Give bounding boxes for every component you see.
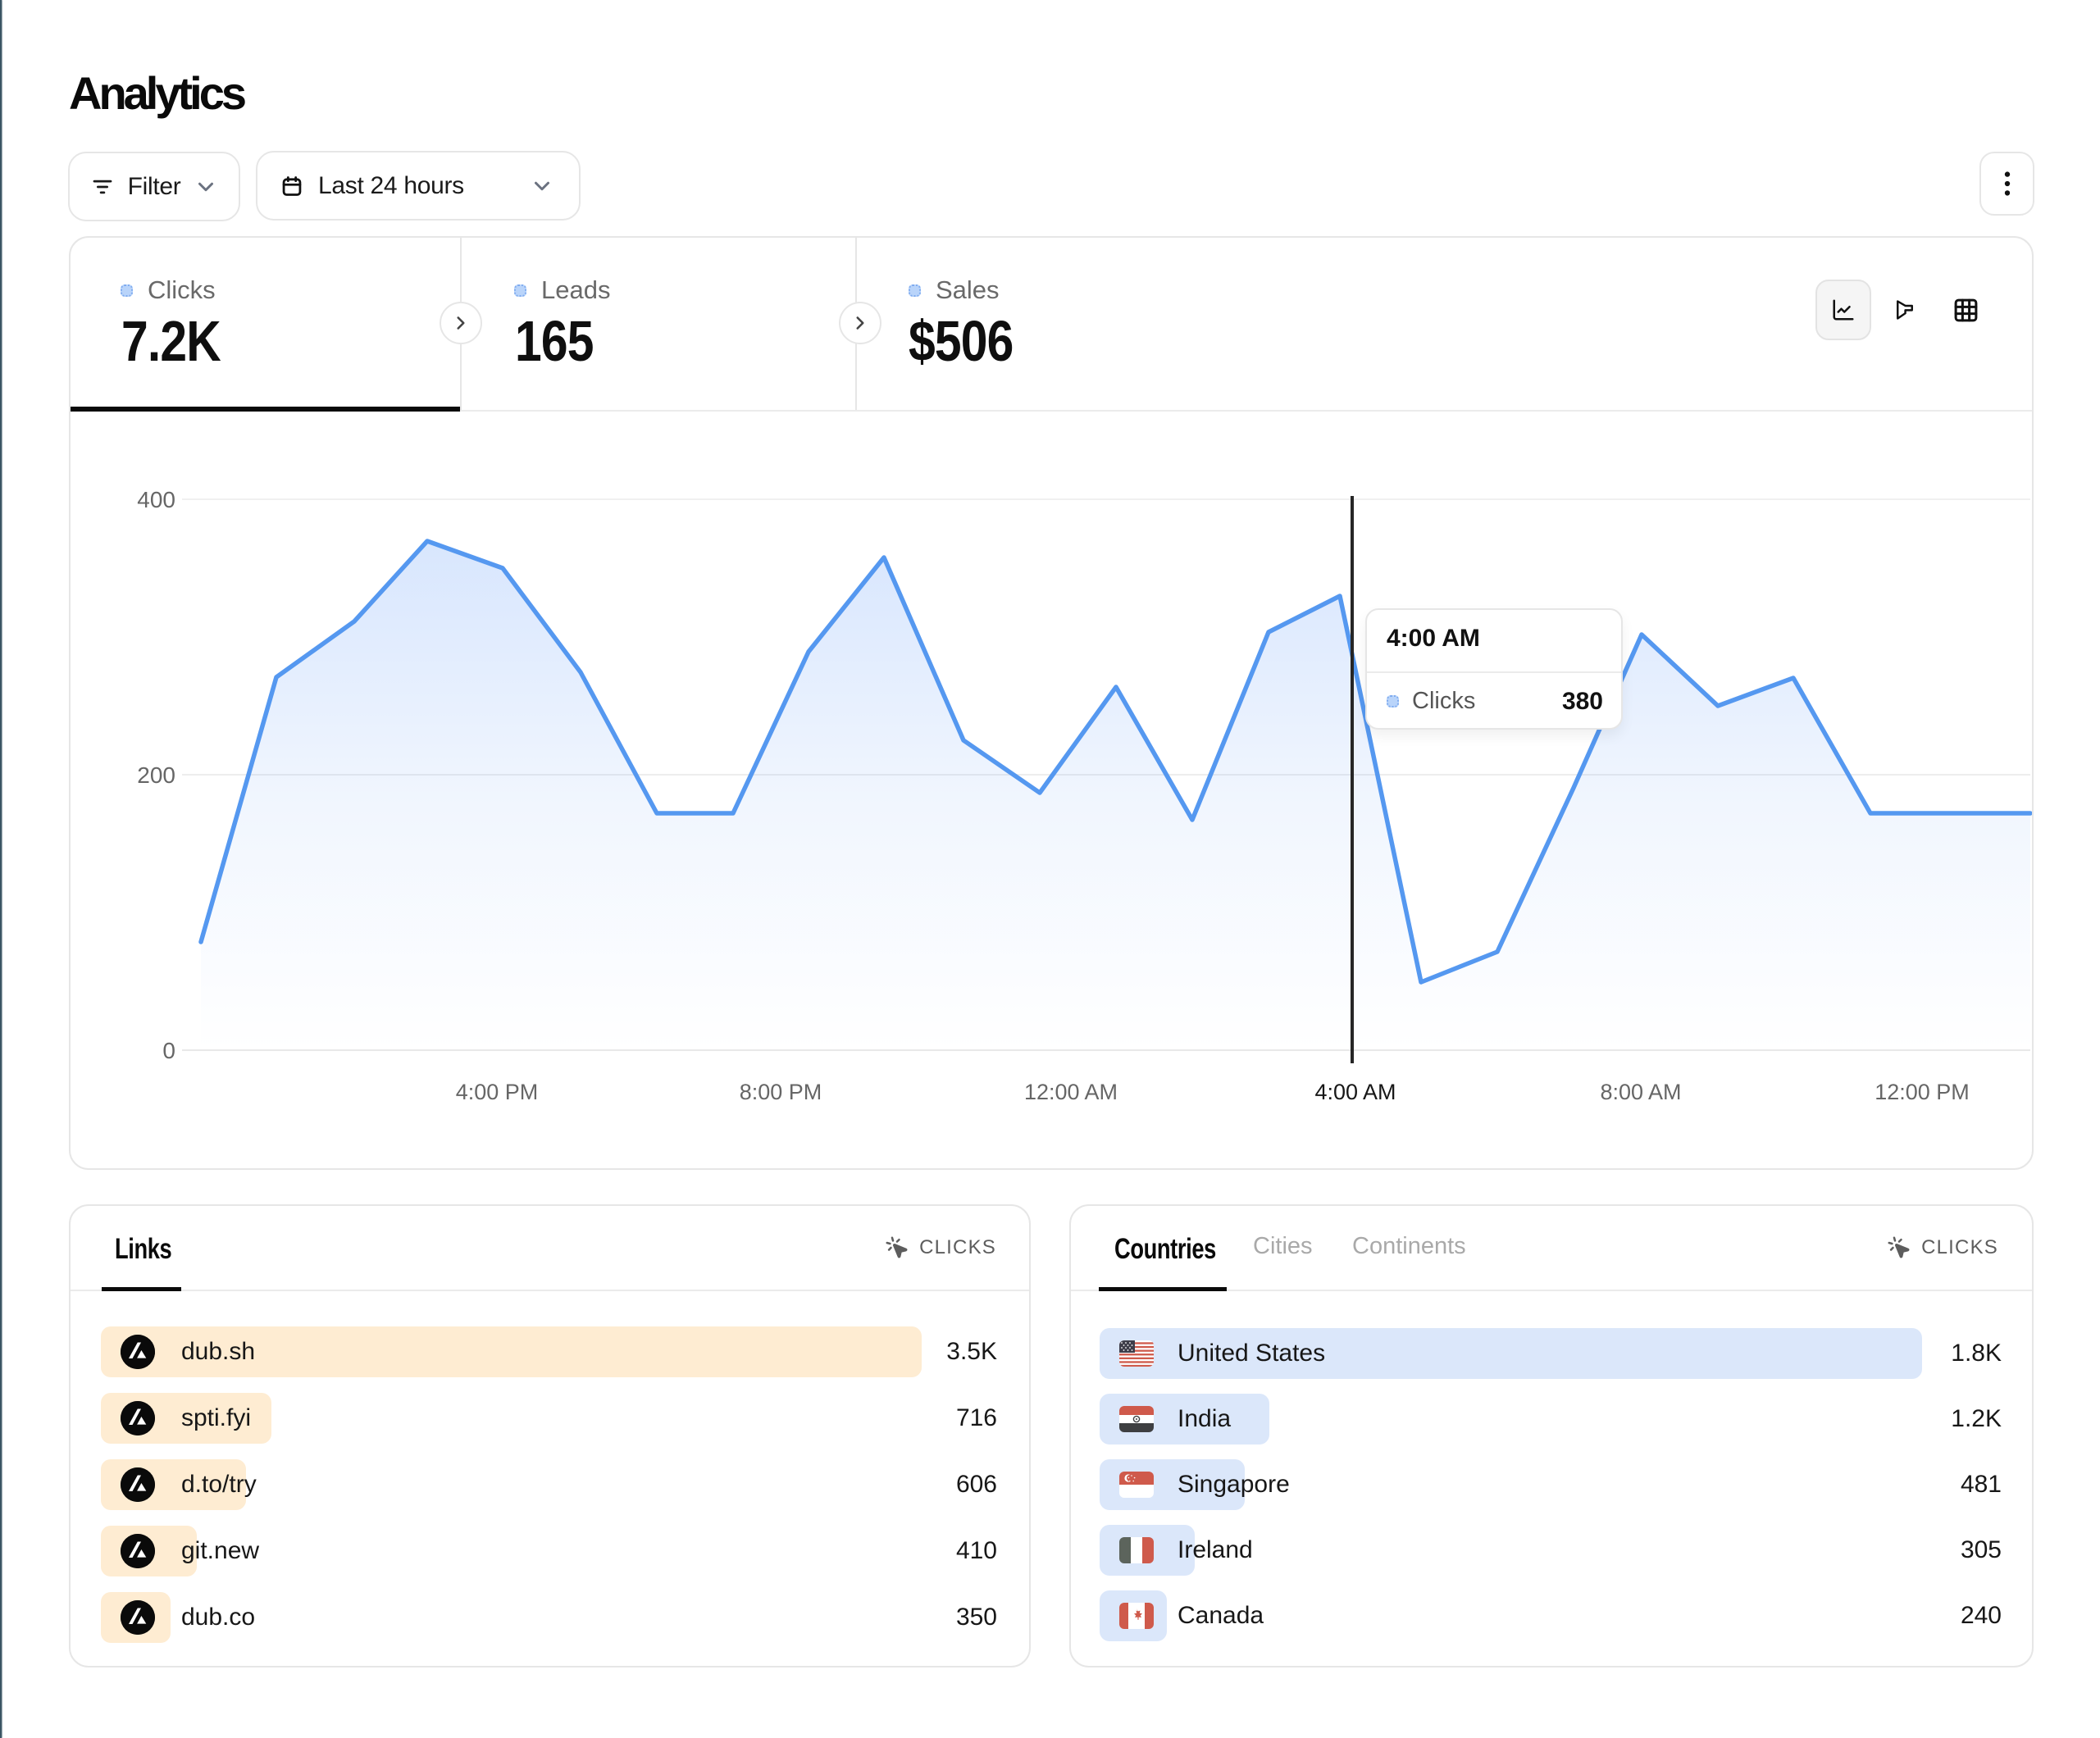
svg-text:8:00 AM: 8:00 AM <box>1600 1080 1681 1104</box>
svg-text:200: 200 <box>137 762 175 788</box>
svg-text:12:00 PM: 12:00 PM <box>1875 1080 1970 1104</box>
svg-text:4:00 AM: 4:00 AM <box>1314 1080 1396 1104</box>
svg-text:0: 0 <box>162 1038 175 1063</box>
svg-text:4:00 PM: 4:00 PM <box>456 1080 539 1104</box>
svg-text:8:00 PM: 8:00 PM <box>740 1080 822 1104</box>
svg-text:12:00 AM: 12:00 AM <box>1024 1080 1118 1104</box>
svg-text:400: 400 <box>137 487 175 512</box>
